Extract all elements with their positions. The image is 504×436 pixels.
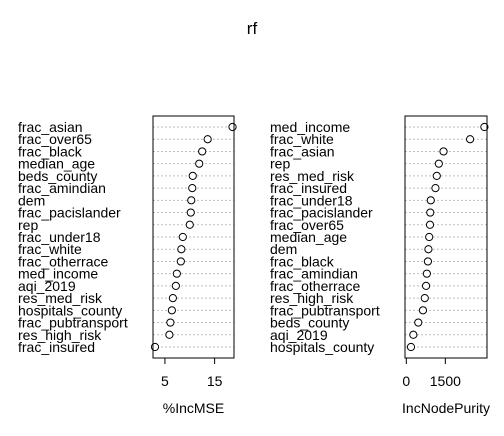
variable-label: hospitals_county bbox=[270, 339, 374, 355]
variable-label: frac_white bbox=[270, 131, 334, 147]
figure-title: rf bbox=[247, 19, 258, 38]
variable-label: res_high_risk bbox=[270, 290, 354, 306]
data-point bbox=[203, 135, 212, 144]
data-point bbox=[195, 159, 204, 168]
variable-label: res_med_risk bbox=[270, 168, 355, 184]
data-point bbox=[423, 257, 433, 266]
variable-label: frac_insured bbox=[270, 180, 347, 196]
variable-label: frac_otherrace bbox=[18, 253, 108, 269]
data-point bbox=[431, 184, 440, 193]
data-point bbox=[186, 208, 195, 217]
data-point bbox=[185, 220, 194, 229]
variable-label: res_med_risk bbox=[18, 290, 103, 306]
variable-label: frac_asian bbox=[270, 143, 335, 159]
panel-2: med_incomefrac_whitefrac_asianrepres_med… bbox=[270, 115, 490, 416]
data-point bbox=[426, 196, 435, 205]
data-point bbox=[426, 208, 435, 217]
data-point bbox=[166, 318, 175, 327]
variable-label: frac_pubtransport bbox=[270, 302, 380, 318]
data-point bbox=[422, 269, 431, 278]
data-point bbox=[439, 147, 448, 156]
data-point bbox=[420, 294, 429, 303]
data-point bbox=[188, 184, 197, 193]
variable-label: frac_over65 bbox=[270, 217, 344, 233]
data-point bbox=[176, 257, 185, 266]
variable-label: median_age bbox=[270, 229, 347, 245]
variable-label: med_income bbox=[270, 119, 350, 135]
data-point bbox=[424, 245, 433, 254]
data-point bbox=[172, 269, 181, 278]
data-point bbox=[432, 171, 441, 180]
variable-label: frac_under18 bbox=[270, 192, 353, 208]
variable-label: aqi_2019 bbox=[18, 278, 76, 294]
variable-label: frac_white bbox=[18, 241, 82, 257]
x-tick-label: 5 bbox=[161, 373, 169, 389]
data-point bbox=[177, 245, 186, 254]
plot-frame bbox=[404, 115, 488, 359]
variable-label: frac_pubtransport bbox=[18, 315, 128, 331]
variable-label: aqi_2019 bbox=[270, 327, 328, 343]
variable-label: frac_amindian bbox=[270, 266, 358, 282]
panel-1: frac_asianfrac_over65frac_blackmedian_ag… bbox=[18, 115, 237, 416]
data-point bbox=[188, 171, 197, 180]
variable-label: rep bbox=[18, 217, 38, 233]
x-tick-label: 0 bbox=[402, 373, 410, 389]
variable-label: frac_insured bbox=[18, 339, 95, 355]
data-point bbox=[168, 294, 177, 303]
variable-label: frac_otherrace bbox=[270, 278, 360, 294]
variable-label: med_income bbox=[18, 266, 98, 282]
variable-label: dem bbox=[18, 192, 45, 208]
variable-label: frac_pacislander bbox=[270, 205, 373, 221]
data-point bbox=[178, 232, 187, 242]
data-point bbox=[425, 232, 434, 242]
data-point bbox=[228, 122, 237, 132]
data-point bbox=[418, 306, 428, 315]
data-point bbox=[434, 159, 443, 168]
x-tick-label: 15 bbox=[207, 373, 223, 389]
data-point bbox=[167, 306, 176, 315]
data-point bbox=[150, 342, 160, 352]
variable-label: rep bbox=[270, 156, 290, 172]
variable-label: hospitals_county bbox=[18, 302, 122, 318]
x-axis-title: IncNodePurity bbox=[402, 400, 490, 416]
variable-label: median_age bbox=[18, 156, 95, 172]
data-point bbox=[198, 147, 207, 156]
data-point bbox=[425, 220, 435, 229]
variable-label: frac_asian bbox=[18, 119, 83, 135]
variable-label: beds_county bbox=[270, 315, 349, 331]
variable-label: frac_under18 bbox=[18, 229, 101, 245]
variable-label: beds_county bbox=[18, 168, 97, 184]
variable-label: frac_black bbox=[270, 253, 335, 269]
variable-label: dem bbox=[270, 241, 297, 257]
variable-label: frac_over65 bbox=[18, 131, 92, 147]
variable-label: frac_pacislander bbox=[18, 205, 121, 221]
data-point bbox=[409, 330, 418, 339]
variable-label: frac_black bbox=[18, 143, 83, 159]
data-point bbox=[406, 342, 416, 352]
data-point bbox=[421, 281, 431, 290]
x-tick-label: 1500 bbox=[430, 373, 461, 389]
data-point bbox=[465, 135, 475, 144]
data-point bbox=[171, 281, 180, 290]
data-point bbox=[187, 196, 196, 205]
data-point bbox=[480, 122, 489, 132]
x-axis-title: %IncMSE bbox=[163, 400, 224, 416]
data-point bbox=[414, 318, 423, 327]
variable-label: frac_amindian bbox=[18, 180, 106, 196]
data-point bbox=[165, 330, 174, 339]
variable-label: res_high_risk bbox=[18, 327, 102, 343]
